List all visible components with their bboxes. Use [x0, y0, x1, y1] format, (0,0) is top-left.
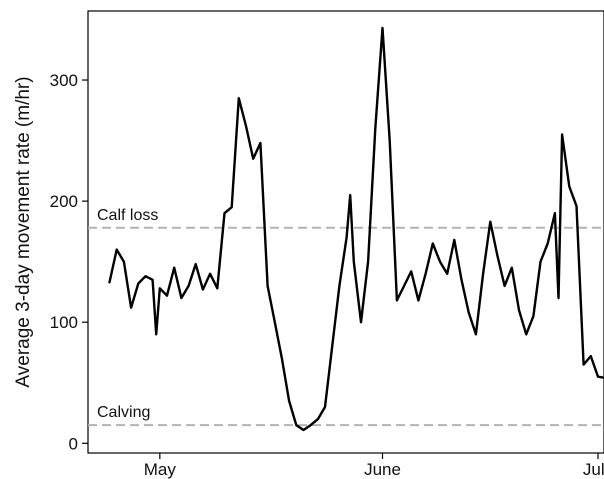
x-tick-label: May [144, 460, 177, 479]
series-line [108, 26, 604, 432]
x-tick-label: July [583, 460, 604, 479]
x-tick-label: June [364, 460, 401, 479]
y-tick-label: 300 [50, 71, 78, 90]
y-axis-title: Average 3-day movement rate (m/hr) [13, 76, 34, 387]
y-tick-label: 100 [50, 313, 78, 332]
reference-line-label: Calving [97, 404, 150, 421]
reference-line-label: Calf loss [97, 207, 158, 224]
y-tick-label: 0 [69, 434, 78, 453]
y-tick-label: 200 [50, 192, 78, 211]
